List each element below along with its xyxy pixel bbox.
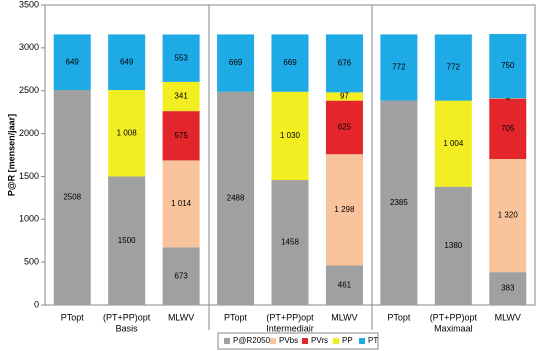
bar-segment xyxy=(162,247,200,305)
legend-swatch xyxy=(333,338,339,344)
bar-segment xyxy=(108,176,146,305)
value-label: 673 xyxy=(174,271,188,280)
x-tick-label: (PT+PP)opt xyxy=(430,312,478,322)
bar-segment xyxy=(271,34,309,92)
bar-segment xyxy=(108,90,146,177)
y-tick-label: 3000 xyxy=(19,42,39,52)
legend-label: PVrs xyxy=(311,336,328,345)
value-label: 383 xyxy=(501,284,515,293)
bar-segment xyxy=(162,81,200,112)
group-label: Basis xyxy=(116,323,139,333)
value-label: 1 014 xyxy=(171,199,192,208)
bar-segment xyxy=(434,34,472,101)
value-label: 1 030 xyxy=(280,131,301,140)
bar-segment xyxy=(271,180,309,305)
y-tick-label: 1500 xyxy=(19,171,39,181)
x-tick-label: PTopt xyxy=(61,312,85,322)
value-label: 1 320 xyxy=(498,211,519,220)
bar-segment xyxy=(489,33,527,99)
bar-segment xyxy=(162,34,200,82)
legend-swatch xyxy=(359,338,365,344)
legend-frame xyxy=(217,332,379,350)
bar-segment xyxy=(489,98,527,160)
value-label: 625 xyxy=(338,123,352,132)
y-tick-label: 3500 xyxy=(19,0,39,9)
bar-segment xyxy=(162,160,200,248)
bar-segment xyxy=(53,34,91,91)
value-label: 575 xyxy=(174,131,188,140)
bar-segment xyxy=(271,91,309,181)
legend-swatch xyxy=(224,338,230,344)
value-label: 1458 xyxy=(281,238,299,247)
value-label: 705 xyxy=(501,124,515,133)
x-tick-label: MLWV xyxy=(331,312,357,322)
bar-segment xyxy=(217,34,255,92)
value-label: 553 xyxy=(174,53,188,62)
y-tick-label: 0 xyxy=(34,299,39,309)
bar-segment xyxy=(489,159,527,273)
value-label: 676 xyxy=(338,58,352,67)
value-label: 669 xyxy=(283,58,297,67)
value-label: 1500 xyxy=(118,236,136,245)
group-label: Maximaal xyxy=(434,323,473,333)
legend-label: PVbs xyxy=(279,336,298,345)
value-label: 772 xyxy=(447,63,461,72)
bar-segment xyxy=(325,92,363,101)
value-label: 461 xyxy=(338,280,352,289)
value-label: 750 xyxy=(501,61,515,70)
legend-swatch xyxy=(270,338,276,344)
value-label: 341 xyxy=(174,92,188,101)
value-label: 1 298 xyxy=(334,205,355,214)
bar-segment xyxy=(434,100,472,187)
legend-swatch xyxy=(302,338,308,344)
value-label: 1 008 xyxy=(117,128,138,137)
value-label: 2385 xyxy=(390,198,408,207)
y-tick-label: 2000 xyxy=(19,128,39,138)
x-tick-label: (PT+PP)opt xyxy=(266,312,314,322)
bar-segment xyxy=(325,34,363,93)
value-label: 2508 xyxy=(63,193,81,202)
value-label: 649 xyxy=(66,57,80,66)
group-label: Intermediair xyxy=(266,323,314,333)
y-tick-label: 1000 xyxy=(19,214,39,224)
value-label: 97 xyxy=(340,92,349,101)
bar-segment xyxy=(325,100,363,155)
y-axis-label: P@R [mensen/jaar] xyxy=(6,114,16,196)
legend-label: PP xyxy=(342,336,353,345)
legend-label: PT xyxy=(368,336,378,345)
x-tick-label: PTopt xyxy=(224,312,248,322)
value-label: 1380 xyxy=(444,241,462,250)
x-tick-label: MLWV xyxy=(168,312,194,322)
bar-segment xyxy=(380,34,418,101)
bar-segment xyxy=(325,265,363,305)
x-tick-label: MLWV xyxy=(495,312,521,322)
bar-segment xyxy=(108,34,146,91)
x-tick-label: PTopt xyxy=(387,312,411,322)
bar-segment xyxy=(162,111,200,161)
bar-segment xyxy=(489,272,527,305)
value-label: 1 004 xyxy=(443,139,464,148)
y-tick-label: 2500 xyxy=(19,85,39,95)
y-tick-label: 500 xyxy=(24,257,39,267)
bar-segment xyxy=(325,154,363,266)
bar-segment xyxy=(217,91,255,305)
value-label: 2488 xyxy=(227,193,245,202)
bar-segment xyxy=(380,100,418,305)
value-label: 772 xyxy=(392,63,406,72)
value-label: 649 xyxy=(120,57,134,66)
bar-segment xyxy=(53,90,91,306)
x-tick-label: (PT+PP)opt xyxy=(103,312,151,322)
legend-label: P@R2050 xyxy=(233,336,271,345)
value-label: 669 xyxy=(229,58,243,67)
bar-segment xyxy=(434,186,472,305)
